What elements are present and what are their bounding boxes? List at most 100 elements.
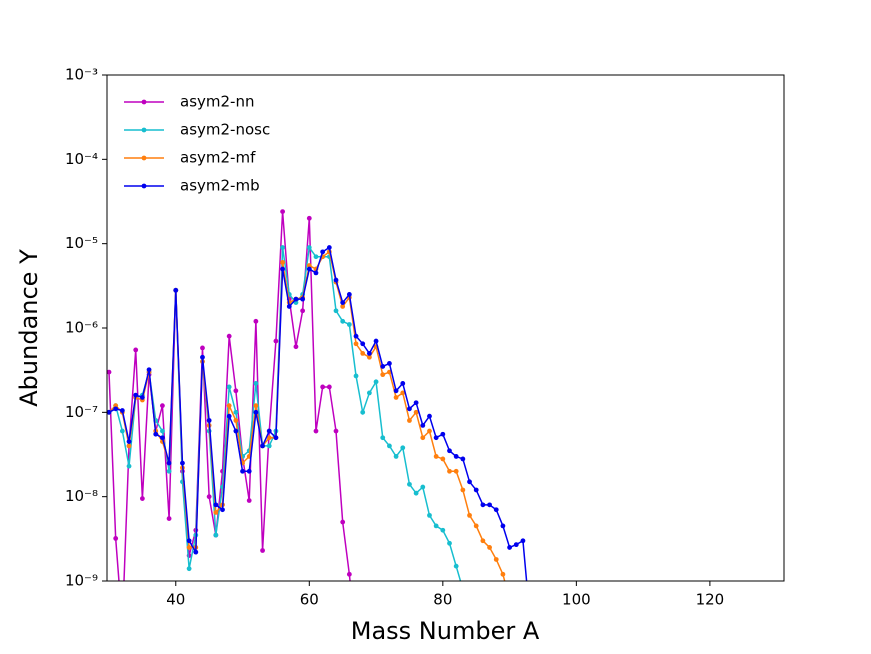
data-point [400,381,406,386]
data-point [460,587,465,592]
data-point [467,512,472,518]
data-point [453,468,459,474]
data-point [340,304,346,309]
legend-marker [141,99,147,105]
data-point [473,523,479,529]
x-tick-label: 120 [696,591,725,609]
data-point [266,443,272,449]
data-point [300,296,306,302]
data-point [206,418,212,423]
data-point [373,379,379,385]
data-point [440,527,446,533]
data-point [487,545,492,550]
data-point [133,347,139,353]
data-point [520,538,526,544]
data-point [366,350,372,356]
data-point [280,259,285,265]
data-point [253,318,259,324]
data-point [333,277,339,283]
data-point [326,384,332,390]
series-line [108,211,351,581]
legend-label: asym2-mb [180,177,260,195]
data-point [333,428,339,434]
data-point [393,388,399,394]
data-point [400,445,406,451]
data-point [433,454,439,459]
data-point [387,443,392,449]
x-tick-label: 60 [300,591,319,609]
data-point [226,413,232,419]
data-point [313,254,319,260]
data-point [226,333,232,339]
data-point [346,322,352,327]
data-point [380,372,386,378]
data-point [166,460,172,466]
data-point [480,538,486,544]
data-point [507,597,512,602]
data-point [213,510,219,515]
data-point [233,418,239,423]
data-point [427,428,432,434]
data-point [306,266,312,272]
data-point [246,498,252,503]
data-point [280,266,285,272]
data-point [286,304,292,309]
data-point [186,538,192,544]
data-point [326,245,332,250]
data-point [160,403,165,409]
legend-label: asym2-nn [180,93,254,111]
data-point [340,318,346,324]
x-tick-label: 80 [433,591,452,609]
data-point [400,390,406,396]
data-point [246,468,252,474]
data-point [407,406,412,412]
data-point [420,422,426,428]
data-point [253,403,259,409]
data-point [353,373,359,379]
data-point [266,435,272,441]
data-point [213,532,219,538]
data-point [226,384,232,390]
data-point [206,494,212,500]
data-point [427,413,432,419]
data-point [280,209,285,215]
data-point [180,460,185,466]
data-point [146,367,152,373]
legend-label: asym2-nosc [180,121,270,139]
data-point [273,435,279,441]
data-point [293,296,299,302]
data-point [260,443,265,449]
data-point [473,487,479,493]
data-point [380,364,386,369]
data-point [233,388,239,394]
data-point [500,571,506,577]
data-point [233,409,239,415]
data-point [126,463,132,469]
data-point [233,428,239,434]
data-point [133,392,139,398]
data-point [393,454,399,459]
data-point [340,519,346,525]
data-point [253,381,259,386]
data-point [107,369,112,375]
data-point [500,523,506,529]
data-point [360,341,366,347]
data-point [153,431,159,437]
data-point [420,484,426,490]
data-point [453,454,459,459]
data-point [119,428,125,434]
data-point [493,557,499,562]
data-point [313,270,319,276]
data-point [160,428,165,434]
data-point [313,428,319,434]
legend-label: asym2-mf [180,149,256,167]
data-point [113,535,119,541]
legend-marker [141,127,147,133]
data-point [166,516,172,521]
data-point [353,341,359,347]
data-point [373,338,379,344]
data-point [360,409,366,415]
data-point [447,448,452,454]
data-point [213,502,219,508]
data-point [440,456,446,462]
